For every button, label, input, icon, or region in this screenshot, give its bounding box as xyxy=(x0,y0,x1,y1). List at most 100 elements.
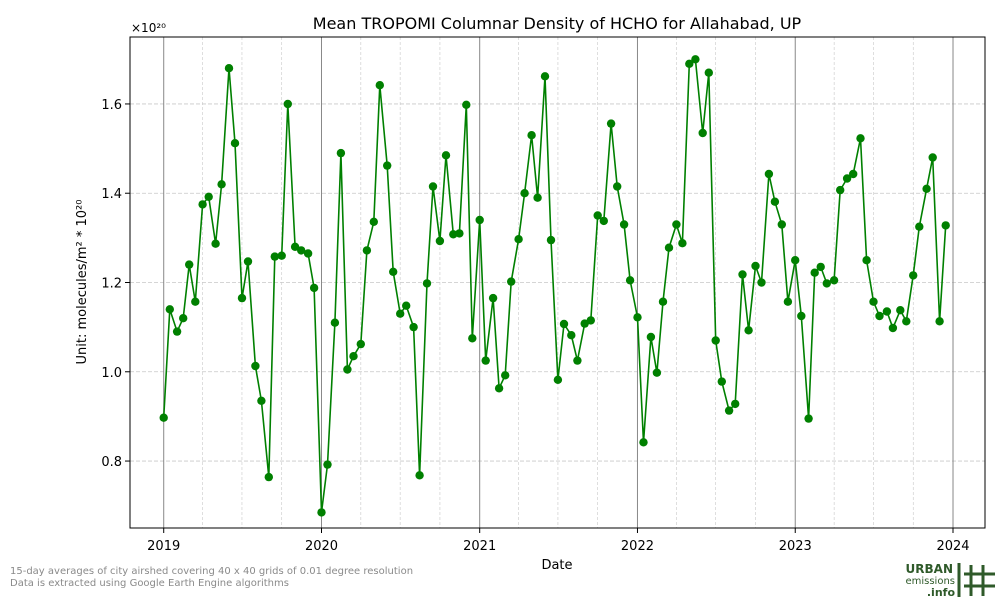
data-point-2019-07-01 xyxy=(237,293,247,303)
footnote-line-2: Data is extracted using Google Earth Eng… xyxy=(10,578,289,589)
data-point-2023-12-01 xyxy=(935,317,944,326)
data-point-2021-12-15 xyxy=(625,276,635,285)
data-point-2020-10-01 xyxy=(435,236,445,246)
y-tick-label-1.2: 1.2 xyxy=(101,277,122,292)
data-point-2020-04-15 xyxy=(362,246,372,255)
x-tick-label-2021: 2021 xyxy=(463,539,496,554)
data-point-2023-05-15 xyxy=(849,169,858,179)
data-point-2019-06-01 xyxy=(224,63,234,73)
data-point-2019-12-15 xyxy=(309,283,319,293)
data-point-2021-08-01 xyxy=(567,331,576,340)
data-point-2022-12-01 xyxy=(777,220,786,229)
data-point-2023-04-01 xyxy=(829,276,839,285)
chart-title: Mean TROPOMI Columnar Density of HCHO fo… xyxy=(313,14,802,33)
data-point-2021-09-15 xyxy=(586,316,595,325)
data-point-2020-06-01 xyxy=(383,161,392,170)
data-point-2020-01-01 xyxy=(317,508,326,517)
data-point-2022-03-15 xyxy=(664,243,674,252)
data-point-2021-02-01 xyxy=(488,293,498,303)
data-point-2019-05-01 xyxy=(211,239,220,248)
data-point-2020-05-15 xyxy=(375,81,384,90)
data-point-2022-08-15 xyxy=(731,399,740,409)
data-point-2021-06-15 xyxy=(546,235,556,245)
data-point-2022-07-15 xyxy=(717,377,726,386)
data-point-2019-08-01 xyxy=(251,361,260,371)
data-point-2019-09-15 xyxy=(270,252,279,261)
data-point-2022-05-01 xyxy=(685,59,694,68)
data-point-2019-01-01 xyxy=(159,413,168,422)
data-point-2021-02-15 xyxy=(494,384,504,393)
data-point-2020-08-01 xyxy=(409,322,418,332)
data-point-2020-05-01 xyxy=(369,217,378,226)
data-point-2019-10-01 xyxy=(277,251,286,260)
data-point-2021-06-01 xyxy=(540,72,550,81)
data-point-2020-12-01 xyxy=(462,100,471,110)
y-tick-label-1.0: 1.0 xyxy=(101,366,122,381)
data-point-2020-03-01 xyxy=(343,365,352,374)
data-point-2019-06-15 xyxy=(230,139,240,148)
data-point-2019-02-15 xyxy=(179,314,188,323)
data-point-2023-10-01 xyxy=(909,271,918,280)
data-point-2020-09-15 xyxy=(428,182,438,191)
data-point-2021-05-15 xyxy=(533,193,542,202)
data-point-2019-01-15 xyxy=(165,305,174,314)
data-point-2020-04-01 xyxy=(356,339,365,349)
data-point-2021-11-01 xyxy=(606,119,616,128)
data-point-2021-07-15 xyxy=(559,319,569,329)
data-point-2022-10-15 xyxy=(757,278,766,287)
data-point-2023-08-01 xyxy=(882,307,892,316)
data-point-2021-08-15 xyxy=(573,356,582,365)
data-point-2023-07-01 xyxy=(869,297,878,306)
data-point-2022-11-15 xyxy=(770,197,780,206)
data-point-2023-09-15 xyxy=(902,317,911,326)
y-axis-label: Unit: molecules/m² * 10²⁰ xyxy=(75,200,90,365)
data-point-2021-03-15 xyxy=(507,277,516,286)
data-point-2021-01-15 xyxy=(481,356,490,365)
data-point-2022-01-01 xyxy=(633,313,642,322)
data-point-2021-04-01 xyxy=(514,235,523,244)
data-point-2022-02-01 xyxy=(646,332,656,342)
data-point-2021-12-01 xyxy=(619,220,629,229)
data-point-2022-11-01 xyxy=(764,169,774,179)
data-point-2023-01-01 xyxy=(791,256,800,265)
data-point-2022-07-01 xyxy=(711,336,720,345)
data-point-2023-09-01 xyxy=(896,306,905,315)
logo-word-emissions: emissions xyxy=(905,576,955,587)
x-tick-label-2020: 2020 xyxy=(305,539,338,554)
data-point-2021-04-15 xyxy=(520,189,529,198)
y-tick-label-0.8: 0.8 xyxy=(101,455,122,470)
data-point-2021-01-01 xyxy=(475,215,484,225)
data-point-2020-08-15 xyxy=(415,471,424,480)
axis-ticks: 0.8 1.0 1.2 1.4 1.6 2019 2020 2021 2022 2023 2024 xyxy=(101,98,969,554)
data-point-2019-03-01 xyxy=(185,260,194,269)
data-point-2022-10-01 xyxy=(751,261,760,271)
data-point-2021-05-01 xyxy=(527,131,536,140)
data-point-2022-04-01 xyxy=(672,220,681,229)
y-tick-label-1.4: 1.4 xyxy=(101,187,122,202)
y-multiplier-label: ×10²⁰ xyxy=(131,21,166,35)
data-point-2020-09-01 xyxy=(422,279,432,288)
data-point-2019-07-15 xyxy=(243,257,253,266)
grid-lines xyxy=(130,37,985,528)
data-point-2022-06-15 xyxy=(704,68,713,77)
urban-emissions-logo: URBAN emissions .info xyxy=(905,562,995,599)
data-point-2020-02-01 xyxy=(330,318,340,327)
data-point-2019-10-15 xyxy=(283,99,292,109)
data-point-2022-05-15 xyxy=(691,55,700,64)
data-point-2022-02-15 xyxy=(652,368,662,377)
data-point-2020-02-15 xyxy=(336,148,346,158)
data-point-2023-03-15 xyxy=(822,279,831,288)
data-point-2019-03-15 xyxy=(191,297,200,306)
data-point-2019-05-15 xyxy=(217,180,226,189)
data-point-2023-02-15 xyxy=(810,268,819,277)
data-point-2021-07-01 xyxy=(553,375,563,384)
x-tick-label-2019: 2019 xyxy=(147,539,180,554)
data-point-2023-10-15 xyxy=(915,222,924,231)
data-point-2022-08-01 xyxy=(724,406,734,415)
data-point-2023-01-15 xyxy=(797,311,806,321)
data-point-2022-03-01 xyxy=(658,297,668,306)
data-point-2022-12-15 xyxy=(783,297,793,306)
logo-word-info: .info xyxy=(927,586,956,599)
data-point-2020-11-15 xyxy=(455,229,464,238)
